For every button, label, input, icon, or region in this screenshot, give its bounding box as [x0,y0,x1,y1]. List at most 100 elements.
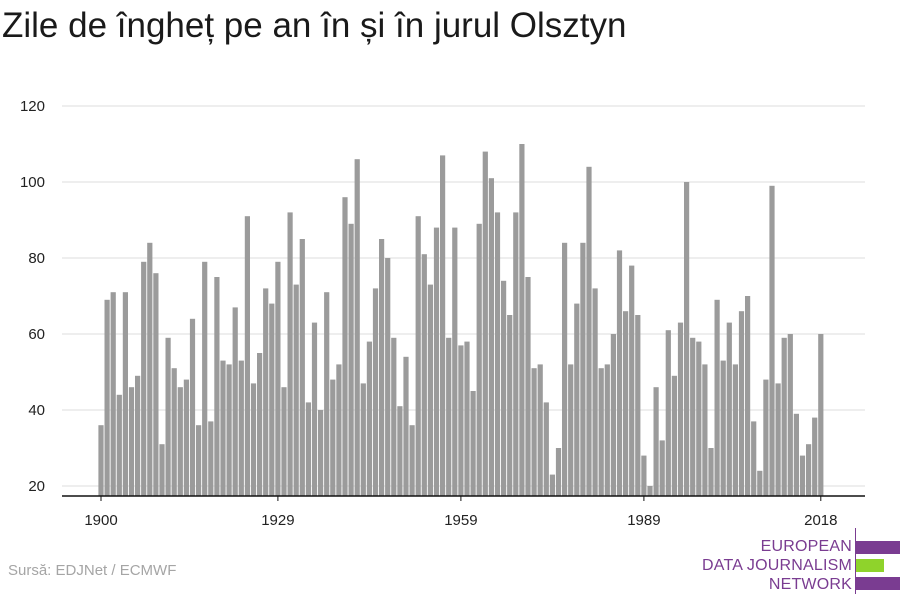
bar [525,277,531,496]
y-tick-label: 60 [28,326,45,343]
logo-bar-green [856,559,884,572]
edjnet-logo: EUROPEAN DATA JOURNALISM NETWORK [702,528,900,594]
chart-title: Zile de îngheț pe an în și în jurul Olsz… [2,6,627,45]
bar [336,364,342,496]
bar [635,315,641,496]
bar [574,303,580,496]
logo-line-3: NETWORK [768,576,852,593]
bar [555,448,562,496]
logo-bar-purple-top [856,541,900,554]
bar [818,334,824,496]
bar [128,387,135,496]
bar [537,364,543,496]
bar [775,383,781,496]
bar [409,425,415,496]
x-tick-label: 1900 [84,512,117,529]
bar [446,337,452,496]
bar [513,212,519,496]
bar [494,212,501,496]
bar [391,337,397,496]
x-tick-label: 2018 [804,512,837,529]
bar [98,425,104,496]
bar [232,307,238,496]
bar [482,151,488,496]
bar [171,368,177,496]
x-tick-label: 1929 [261,512,294,529]
bar [415,216,421,496]
y-tick-label: 120 [20,98,45,115]
bar [196,425,202,496]
bar [397,406,403,496]
y-tick-label: 20 [28,478,45,495]
bar [702,364,708,496]
bar [104,299,110,496]
bar [751,421,757,496]
bar [623,311,629,496]
bar [403,356,409,496]
bar [159,444,165,496]
bar [580,242,586,496]
bar [165,337,171,496]
logo-line-1: EUROPEAN [760,538,852,555]
bar [806,444,812,496]
bar [287,212,293,496]
x-axis: 1900 1929 1959 1989 2018 [62,495,865,529]
bar [342,197,348,496]
bar [586,166,592,497]
bar [110,292,116,496]
bar [781,337,787,496]
bar [208,421,214,496]
bar [153,273,159,496]
bar [372,288,379,496]
bar [440,155,446,496]
bar [592,288,598,496]
bar [568,364,574,496]
bar [269,303,275,496]
bar [189,318,196,496]
x-tick-label: 1989 [627,512,660,529]
bar [653,387,659,496]
bar [141,261,147,496]
bar [562,242,568,496]
source-note: Sursă: EDJNet / ECMWF [8,562,177,579]
bar [177,387,183,496]
bar [360,383,366,496]
logo-line-2: DATA JOURNALISM [702,557,852,574]
bar [293,284,299,496]
bar [324,292,330,496]
bar [647,486,653,496]
bar [116,394,122,496]
logo-separator [855,528,856,594]
bar [787,334,793,496]
bar [708,448,714,496]
bar [629,265,635,496]
logo-bar-purple-bottom [856,577,900,590]
bar [665,330,671,496]
bar [507,315,513,496]
bar [458,345,464,496]
bar [488,178,494,496]
bars [98,144,824,497]
bar [732,364,738,496]
bar [519,144,525,496]
y-tick-label: 40 [28,402,45,419]
bar [250,383,257,496]
bar [726,322,732,496]
bar [183,379,189,496]
bar [531,368,537,496]
bar [793,413,799,496]
bar [549,474,555,496]
bar [641,455,647,496]
bar [348,223,354,497]
bar [214,277,220,496]
bar [696,341,702,496]
bar [677,322,684,496]
bar [226,364,232,496]
bar [281,387,287,496]
bar [757,470,763,496]
bar [379,239,385,496]
bar [311,322,318,496]
bar [238,360,244,496]
bar [135,375,141,496]
